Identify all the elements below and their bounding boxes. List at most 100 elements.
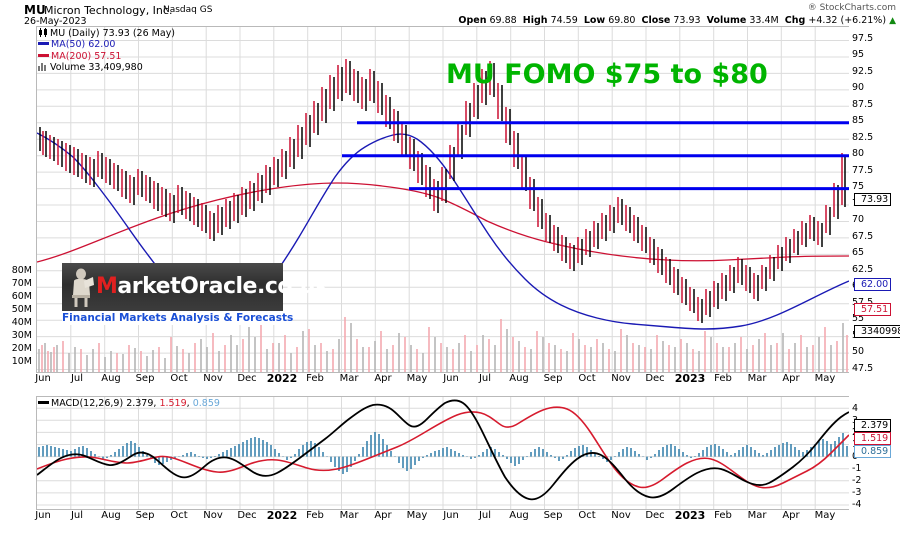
ytick-55-0: 55 bbox=[852, 313, 865, 324]
macd-plot bbox=[37, 397, 849, 509]
macd-tag-macd-text: 2.379 bbox=[861, 420, 889, 431]
xtick-apr-1: Apr bbox=[374, 373, 392, 384]
macd-xtick-oct-2: Oct bbox=[578, 510, 596, 521]
vtick-60M: 60M bbox=[11, 291, 32, 302]
macd-xtick-feb-2: Feb bbox=[714, 510, 732, 521]
vtick-10M: 10M bbox=[11, 356, 32, 367]
macd-tag-signal: 1.519 bbox=[854, 432, 892, 445]
macd-xtick-aug-1: Aug bbox=[101, 510, 121, 521]
macd-xtick-sep-2: Sep bbox=[543, 510, 563, 521]
macd-gridlines bbox=[37, 397, 849, 509]
legend-ma200-text: MA(200) 57.51 bbox=[51, 50, 122, 62]
open-label: Open bbox=[458, 15, 487, 26]
volume-label: Volume bbox=[706, 15, 747, 26]
macd-xtick-oct-1: Oct bbox=[170, 510, 188, 521]
xtick-may-2: May bbox=[814, 373, 836, 384]
macd-tag-hist-text: 0.859 bbox=[861, 446, 889, 457]
macd-xtick-may-1: May bbox=[406, 510, 428, 521]
xtick-jul-2: Jul bbox=[478, 373, 492, 384]
watermark-title-main: arketOracle.co.uk bbox=[117, 274, 330, 299]
xtick-may-1: May bbox=[406, 373, 428, 384]
high-label: High bbox=[522, 15, 548, 26]
open-value: 69.88 bbox=[489, 15, 517, 26]
ytick-85-0: 85 bbox=[852, 115, 865, 126]
ytick-90-0: 90 bbox=[852, 82, 865, 93]
xtick-2022: 2022 bbox=[266, 372, 298, 385]
ytick-97-5: 97.5 bbox=[852, 33, 874, 44]
watermark-title: MarketOracle.co.uk bbox=[96, 274, 330, 299]
macd-xtick-mar-2: Mar bbox=[747, 510, 767, 521]
volume-bars bbox=[38, 317, 848, 372]
macd-legend-title: MACD(12,26,9) bbox=[51, 398, 124, 409]
macd-tag-hist: 0.859 bbox=[854, 445, 892, 458]
vtick-30M: 30M bbox=[11, 330, 32, 341]
xtick-mar-1: Mar bbox=[339, 373, 359, 384]
macd-xtick-sep-1: Sep bbox=[135, 510, 155, 521]
xtick-dec-2: Dec bbox=[645, 373, 665, 384]
price-legend: MU (Daily) 73.93 (26 May) MA(50) 62.00 M… bbox=[38, 28, 175, 74]
oracle-figure-icon bbox=[72, 268, 94, 307]
ytick-95-0: 95 bbox=[852, 49, 865, 60]
ytick-57-5: 57.5 bbox=[852, 297, 873, 308]
macd-legend: MACD(12,26,9) 2.379, 1.519, 0.859 bbox=[38, 398, 220, 409]
high-value: 74.59 bbox=[550, 15, 578, 26]
macd-ytick-m1: -1 bbox=[852, 463, 862, 474]
ytick-70-0: 70 bbox=[852, 214, 865, 225]
stockcharts-credit: ® StockCharts.com bbox=[807, 3, 896, 13]
close-label: Close bbox=[641, 15, 671, 26]
ytick-62-5: 62.5 bbox=[852, 264, 874, 275]
macd-panel bbox=[36, 396, 849, 510]
ohlc-quote-bar: Open 69.88 High 74.59 Low 69.80 Close 73… bbox=[458, 15, 896, 26]
price-plot bbox=[37, 27, 849, 372]
chg-value: +4.32 (+6.21%) bbox=[808, 15, 887, 26]
macd-ytick-m2: -2 bbox=[852, 475, 862, 486]
macd-swatch-icon bbox=[38, 401, 49, 404]
chart-date: 26-May-2023 bbox=[24, 16, 87, 27]
up-triangle-icon: ▲ bbox=[889, 16, 896, 26]
ytick-82-5: 82.5 bbox=[852, 132, 874, 143]
macd-xtick-jul-1: Jul bbox=[70, 510, 84, 521]
price-tag-last-text: 73.93 bbox=[861, 194, 889, 205]
legend-volume-row: Volume 33,409,980 bbox=[38, 62, 175, 73]
xtick-sep-2: Sep bbox=[543, 373, 563, 384]
ytick-67-5: 67.5 bbox=[852, 231, 874, 242]
macd-xtick-jun-1: Jun bbox=[35, 510, 51, 521]
xtick-oct-1: Oct bbox=[170, 373, 188, 384]
macd-ytick-4: 4 bbox=[852, 403, 859, 414]
ytick-77-5: 77.5 bbox=[852, 165, 874, 176]
price-tag-last: 73.93 bbox=[854, 193, 892, 206]
volume-value: 33.4M bbox=[749, 15, 779, 26]
xtick-sep-1: Sep bbox=[135, 373, 155, 384]
price-tag-ma200: 57.51 bbox=[854, 303, 892, 316]
vtick-80M: 80M bbox=[11, 265, 32, 276]
macd-xtick-feb-1: Feb bbox=[306, 510, 324, 521]
macd-legend-value: 2.379 bbox=[126, 398, 154, 409]
macd-xtick-apr-1: Apr bbox=[374, 510, 392, 521]
vtick-70M: 70M bbox=[11, 278, 32, 289]
price-tag-ma200-text: 57.51 bbox=[861, 304, 889, 315]
macd-ytick-m4: -4 bbox=[852, 499, 862, 510]
watermark-subtitle: Financial Markets Analysis & Forecasts bbox=[62, 311, 294, 325]
ytick-80-0: 80 bbox=[852, 148, 865, 159]
ytick-75-0: 75 bbox=[852, 181, 865, 192]
ytick-50-0: 50 bbox=[852, 346, 865, 357]
macd-histogram bbox=[38, 432, 848, 474]
macd-xtick-nov-2: Nov bbox=[611, 510, 631, 521]
macd-xtick-dec-1: Dec bbox=[237, 510, 257, 521]
macd-ytick-m3: -3 bbox=[852, 487, 862, 498]
xtick-jun-1: Jun bbox=[35, 373, 51, 384]
macd-legend-hist: 0.859 bbox=[192, 398, 220, 409]
ticker-symbol: MU bbox=[24, 3, 46, 17]
legend-price-row: MU (Daily) 73.93 (26 May) bbox=[38, 28, 175, 39]
xtick-oct-2: Oct bbox=[578, 373, 596, 384]
macd-tag-macd: 2.379 bbox=[854, 419, 892, 432]
xtick-mar-2: Mar bbox=[747, 373, 767, 384]
ma200-swatch-icon bbox=[38, 53, 49, 57]
macd-line bbox=[37, 399, 849, 501]
macd-xtick-aug-2: Aug bbox=[509, 510, 529, 521]
legend-volume-text: Volume 33,409,980 bbox=[50, 62, 143, 74]
macd-signal-line bbox=[37, 406, 849, 489]
macd-xtick-2022: 2022 bbox=[266, 509, 298, 522]
